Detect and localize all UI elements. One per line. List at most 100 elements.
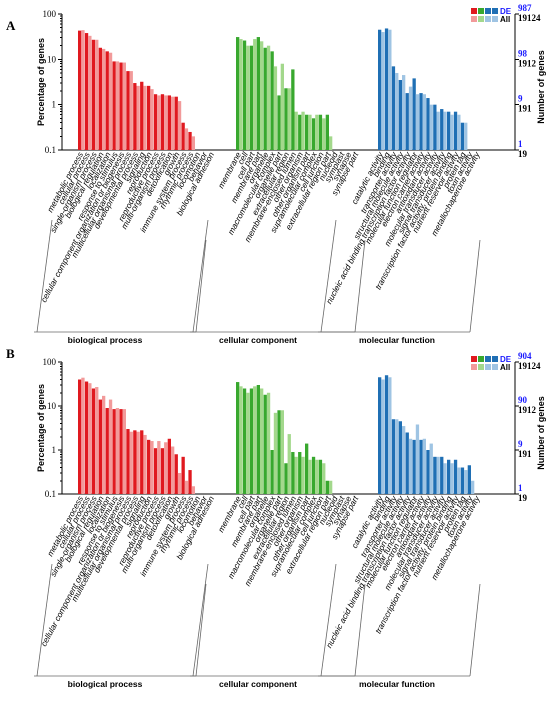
bar-de [391, 66, 396, 150]
bar-all [294, 456, 298, 494]
bar-all [108, 399, 113, 494]
legend-swatch-de [471, 356, 477, 362]
bar-all [129, 431, 133, 494]
bar-all [422, 438, 426, 494]
bar-de [447, 459, 451, 494]
bar-de [147, 439, 151, 494]
bar-de [412, 78, 416, 150]
group-label: biological process [68, 679, 143, 689]
bar-de [311, 456, 316, 494]
bar-de [284, 463, 288, 494]
bar-all [429, 443, 433, 494]
bar-all [102, 395, 106, 494]
bar-all [239, 39, 243, 151]
bar-de [140, 81, 144, 150]
bar-de [91, 39, 96, 150]
bar-all [301, 111, 305, 150]
bar-de [91, 388, 96, 494]
bar-de [291, 69, 295, 150]
bar-all [239, 386, 243, 494]
bar-de [167, 95, 171, 150]
y-tick-label-right-all: 19124 [518, 361, 541, 371]
bar-all [450, 114, 454, 150]
y-axis-title-right: Number of genes [536, 396, 546, 470]
bar-de [119, 62, 123, 151]
bar-all [115, 61, 120, 151]
bar-de [140, 430, 144, 494]
bar-all [260, 388, 264, 494]
bar-all [143, 434, 147, 494]
bar-all [171, 96, 175, 150]
bar-de [453, 459, 458, 494]
bar-all [95, 39, 99, 150]
bar-de [378, 377, 382, 494]
y-tick-label-right-all: 191 [518, 449, 532, 459]
bar-all [150, 441, 154, 494]
bar-de [112, 61, 116, 151]
bar-all [260, 41, 264, 151]
bar-de [84, 33, 89, 151]
bar-de [440, 456, 444, 494]
panel-label: A [6, 18, 16, 33]
bar-all [136, 85, 140, 150]
bar-all [395, 419, 399, 494]
legend-swatch-de [471, 8, 477, 14]
bar-all [415, 94, 420, 150]
bar-de [174, 454, 178, 494]
bar-all [402, 75, 406, 150]
bar-de [419, 93, 423, 150]
bar-all [191, 136, 195, 150]
bar-de [256, 385, 260, 494]
bar-de [263, 394, 267, 494]
legend-swatch-de [492, 8, 498, 14]
bar-all [464, 122, 468, 150]
legend-swatch-all [471, 364, 477, 370]
bar-all [408, 438, 413, 494]
bar-all [422, 94, 426, 150]
bar-de [112, 409, 116, 494]
bar-de [311, 118, 316, 150]
bar-all [273, 66, 278, 150]
bar-de [160, 448, 165, 494]
bar-de [405, 93, 409, 150]
group-bracket-left [192, 563, 209, 677]
bar-all [129, 71, 133, 150]
bar-de [318, 459, 323, 494]
bar-de [305, 114, 309, 150]
bar-all [108, 52, 113, 150]
bar-all [164, 442, 168, 494]
bar-de [236, 382, 240, 494]
bar-all [122, 62, 126, 151]
bar-de [249, 45, 254, 150]
bar-all [457, 467, 461, 494]
bar-de [84, 381, 89, 494]
bar-all [308, 114, 312, 150]
bar-all [88, 35, 92, 150]
bar-all [81, 30, 85, 150]
group-bracket-right [469, 583, 481, 677]
bar-de [98, 47, 102, 150]
y-tick-label-left: 100 [43, 9, 57, 19]
group-bracket-right [354, 239, 366, 333]
group-bracket-left [36, 563, 53, 677]
legend-swatch-de [485, 8, 491, 14]
bar-all [280, 410, 284, 494]
y-tick-label-right-de: 9 [518, 439, 523, 449]
bar-all [429, 104, 433, 150]
bar-de [126, 429, 130, 494]
bar-de [325, 114, 329, 150]
bar-de [426, 450, 430, 494]
bar-all [191, 486, 195, 494]
legend-swatch-de [478, 8, 484, 14]
bar-de [460, 467, 465, 494]
panel-label: B [6, 346, 15, 361]
bar-all [450, 463, 454, 494]
bar-de [298, 452, 302, 494]
y-tick-label-left: 1 [52, 445, 57, 455]
bar-de [188, 470, 192, 494]
bar-de [188, 131, 192, 150]
bar-all [301, 456, 305, 494]
bar-all [329, 136, 333, 150]
bar-all [471, 480, 475, 494]
group-label: molecular function [359, 335, 435, 345]
